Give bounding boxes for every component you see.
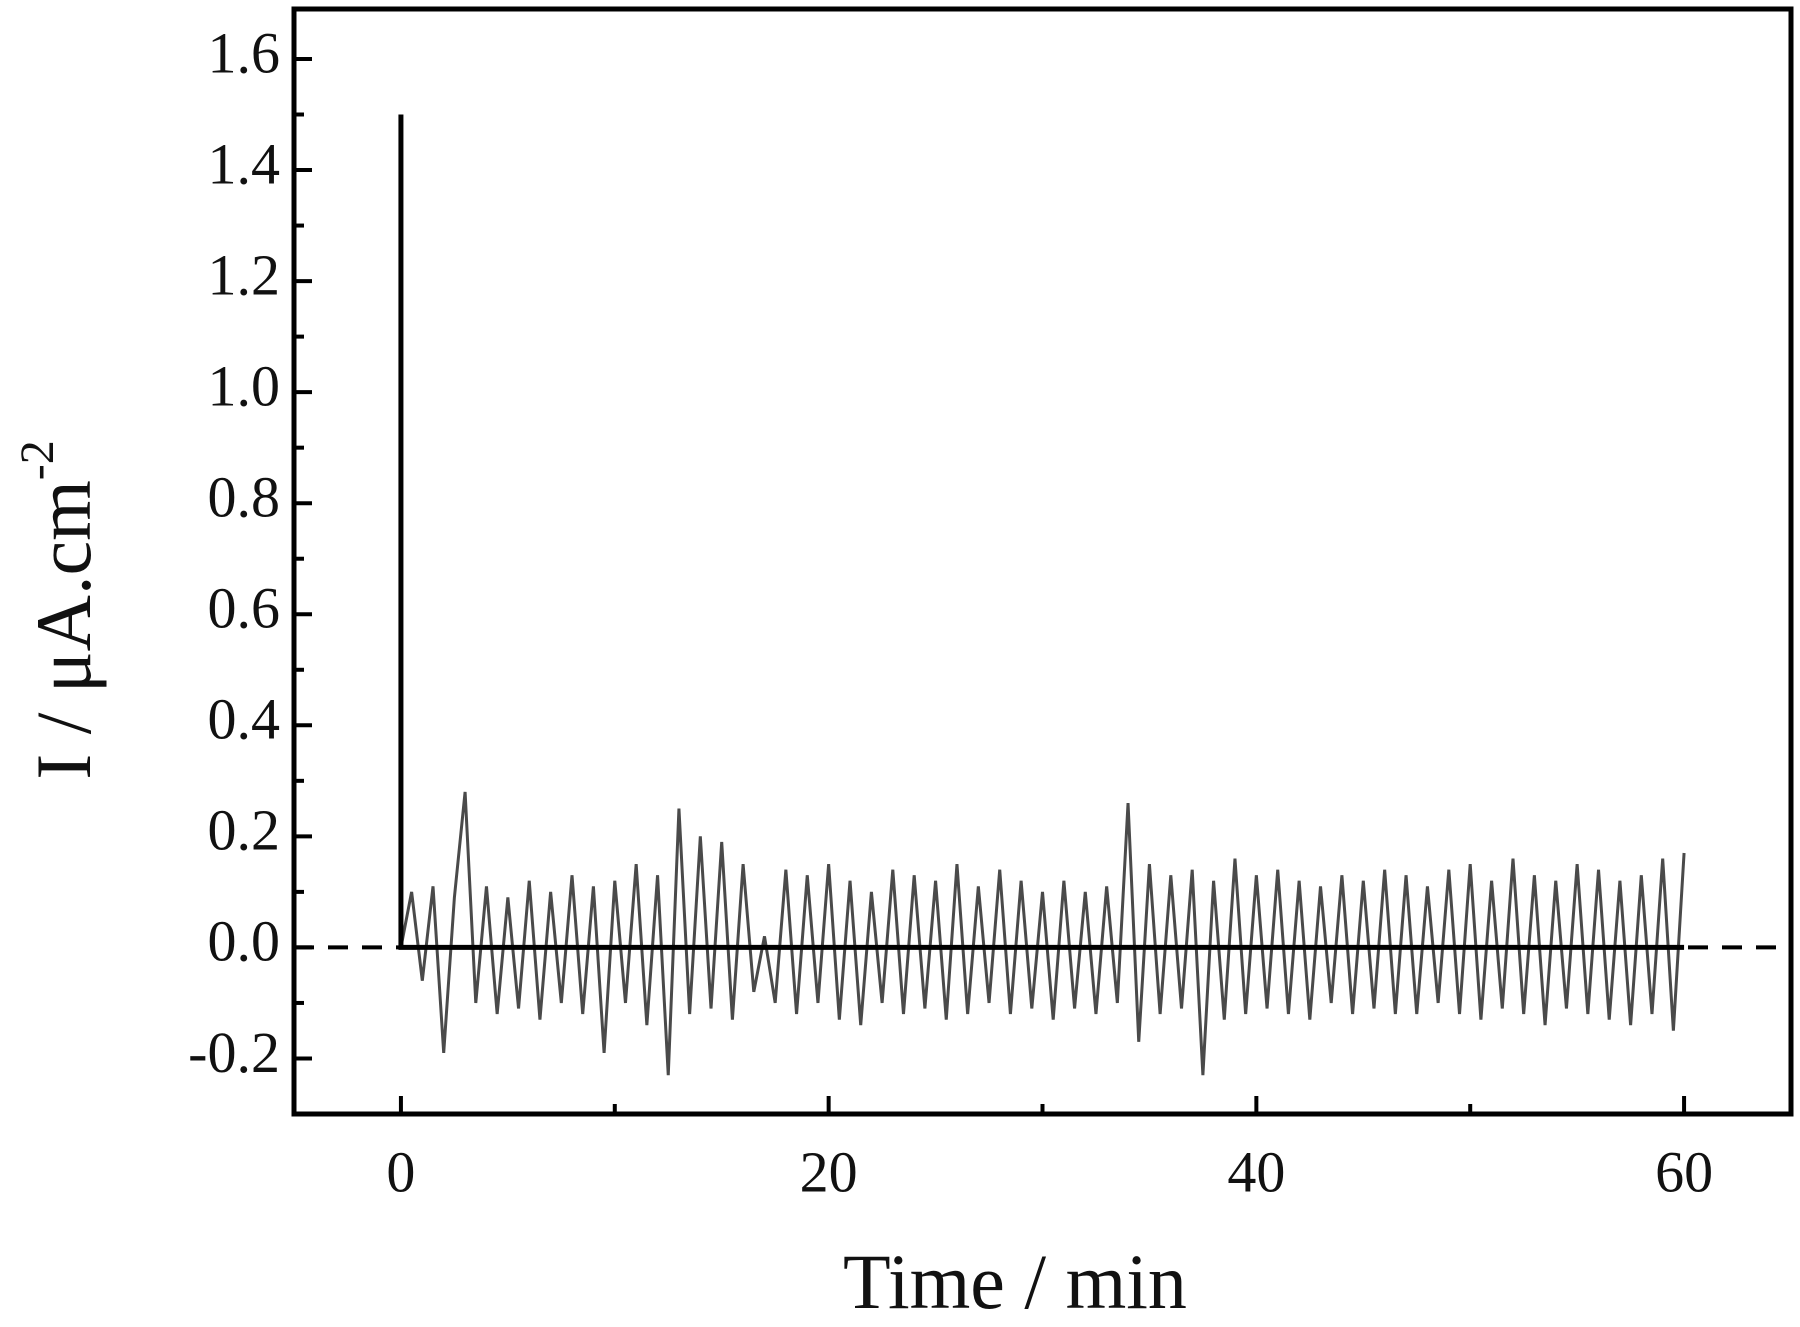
y-tick-label: 0.2 [208, 798, 281, 863]
y-tick-label: 1.2 [208, 242, 281, 307]
y-tick-label: -0.2 [188, 1020, 280, 1085]
y-tick-label: 1.0 [208, 353, 281, 418]
x-tick-label: 0 [386, 1139, 415, 1204]
y-tick-label: 0.8 [208, 465, 281, 530]
x-axis-label: Time / min [843, 1238, 1187, 1325]
y-tick-label: 0.4 [208, 687, 281, 752]
data-line [398, 114, 1685, 950]
x-tick-label: 20 [800, 1139, 858, 1204]
x-tick-label: 40 [1227, 1139, 1285, 1204]
y-axis-label: I / μA.cm-2 [11, 440, 107, 780]
y-tick-label: 1.6 [208, 20, 281, 85]
x-tick-label: 60 [1655, 1139, 1713, 1204]
y-tick-label: 0.0 [208, 909, 281, 974]
y-axis-label-superscript: -2 [11, 440, 64, 480]
y-tick-label: 1.4 [208, 131, 281, 196]
y-axis-label-text: I / μA.cm [20, 480, 107, 780]
y-tick-label: 0.6 [208, 576, 281, 641]
data-line [399, 791, 1686, 1076]
